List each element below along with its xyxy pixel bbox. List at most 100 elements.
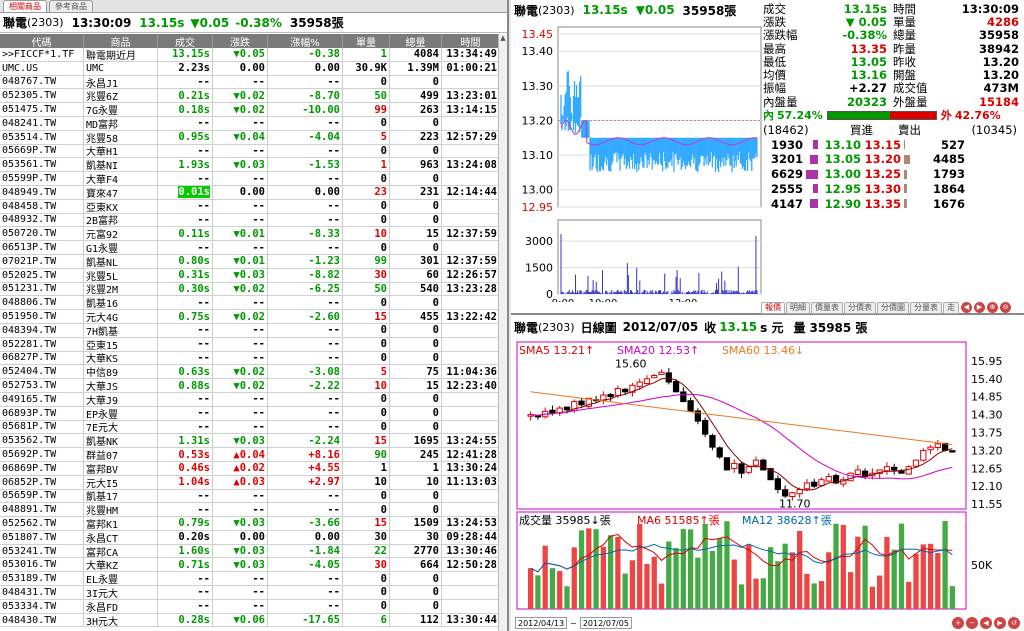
table-row[interactable]: 048241.TW MD富邦 -- -- -- 0 0 [0,116,500,131]
zoom-out-icon[interactable]: − [966,617,978,629]
table-row[interactable]: 051475.TW 7G永豐 0.18s ▼0.02 -10.00 99 263 13:14:… [0,103,500,117]
cell-代碼: 048806.TW [0,296,84,310]
table-row[interactable]: 048767.TW 永昌J1 -- -- -- 0 0 [0,75,500,90]
bid-price[interactable]: 13.10 [824,137,861,152]
table-row[interactable]: 048932.TW 2B富邦 -- -- -- 0 0 [0,213,500,228]
table-row[interactable]: 051807.TW 永昌CT 0.20s 0.00 0.00 30 30 09:28:44 [0,530,500,545]
reset-icon[interactable]: ↺ [1008,617,1020,629]
col-header-6[interactable]: 總量 [390,34,442,48]
bid-price[interactable]: 12.90 [824,196,861,211]
col-header-2[interactable]: 成交 [158,34,213,48]
quote-price: 13.15s [139,15,185,30]
date-from[interactable]: 2012/04/13 [515,617,568,629]
tab-0[interactable]: 報價 [761,302,785,314]
date-to[interactable]: 2012/07/05 [579,617,632,629]
next-icon[interactable]: ▶ [994,617,1006,629]
table-row[interactable]: 048394.TW 7H凱基 -- -- -- 0 0 [0,323,500,338]
tab-4[interactable]: 分價圖 [877,302,909,314]
ask-price[interactable]: 13.20 [864,152,901,167]
table-row[interactable]: 06852P.TW 元大I5 1.04s ▲0.03 +2.97 10 10 11:13:03 [0,475,500,490]
table-row[interactable]: 051950.TW 元大4G 0.75s ▼0.02 -2.60 15 455 13:22:4… [0,310,500,324]
tab-2[interactable]: 價量表 [811,302,843,314]
tab-5[interactable]: 分量表 [910,302,942,314]
table-row[interactable]: 053016.TW 大華KZ 0.71s ▼0.03 -4.05 30 664 12:50:2… [0,558,500,573]
table-row[interactable]: 05692P.TW 群益07 0.53s ▲0.04 +8.16 90 245 12:41:2… [0,448,500,462]
prev-icon[interactable]: ◀ [980,617,992,629]
cell-text: 12:57:29 [446,131,497,144]
table-row[interactable]: 053514.TW 兆豐58 0.95s ▼0.04 -4.04 5 223 12:57:29 [0,130,500,145]
scroll-up-icon[interactable]: ▲ [500,34,506,42]
sma60-line [530,391,953,446]
table-row[interactable]: 052562.TW 富邦K1 0.79s ▼0.03 -3.66 15 1509 13:24:… [0,517,500,531]
volume-bar [898,523,905,609]
table-row[interactable]: 05669P.TW 大華H1 -- -- -- 0 0 [0,144,500,159]
stat-row: 最低 13.05 昨收 13.20 [763,55,1021,69]
table-row[interactable]: 053189.TW EL永豐 -- -- -- 0 0 [0,572,500,587]
table-row[interactable]: 05659P.TW 凱基17 -- -- -- 0 0 [0,489,500,504]
cell-漲幅%: -8.82 [268,268,343,282]
ask-price[interactable]: 13.15 [864,137,901,152]
table-row[interactable]: 06513P.TW G1永豐 -- -- -- 0 0 [0,241,500,255]
table-row[interactable]: 053562.TW 凱基NK 1.31s ▼0.03 -2.24 15 1695 13:24:… [0,434,500,449]
table-row[interactable]: UMC.US UMC 2.23s 0.00 0.00 30.9K 1.39M 01:00:21 [0,61,500,76]
table-row[interactable]: 05681P.TW 7E元大 -- -- -- 0 0 [0,420,500,435]
col-header-4[interactable]: 漲幅% [268,34,343,48]
cell-時間 [442,420,500,434]
table-row[interactable]: 049165.TW 大華J9 -- -- -- 0 0 [0,392,500,407]
bid-price[interactable]: 13.05 [824,152,861,167]
tab-3[interactable]: 分價表 [844,302,876,314]
table-row[interactable]: 048949.TW 寶來47 0.01s 0.00 0.00 23 231 12:14:44 [0,185,500,200]
table-row[interactable]: 053334.TW 永昌FD -- -- -- 0 0 [0,599,500,614]
table-row[interactable]: 051231.TW 兆豐2M 0.30s ▼0.02 -6.25 50 540 13:23:2… [0,282,500,297]
ask-price[interactable]: 13.30 [864,181,901,196]
zoom-out-icon[interactable]: ⊖ [1000,302,1011,313]
zoom-in-icon[interactable]: + [952,617,964,629]
col-header-1[interactable]: 商品 [84,34,158,48]
tab-related[interactable]: 相關商品 [3,0,47,12]
kline-chart[interactable]: SMA5 13.21↑ SMA20 12.53↑ SMA60 13.46↓ 15.95… [511,337,1024,615]
tab-reference[interactable]: 參考商品 [49,0,93,12]
table-row[interactable]: 048430.TW 3H元大 0.28s ▼0.06 -17.65 6 112 13:30:4… [0,613,500,628]
col-header-7[interactable]: 時間 [442,34,500,48]
volume-bar [593,529,599,609]
table-row[interactable]: 05599P.TW 大華F4 -- -- -- 0 0 [0,172,500,186]
next-tab-icon[interactable]: ▶ [974,302,985,313]
bid-price[interactable]: 13.00 [824,167,861,182]
ask-price[interactable]: 13.25 [864,167,901,182]
table-row[interactable]: 052404.TW 中信89 0.63s ▼0.02 -3.08 5 75 11:04:36 [0,365,500,380]
table-row[interactable]: 048431.TW 3I元大 -- -- -- 0 0 [0,586,500,600]
table-row[interactable]: 048891.TW 兆豐HM -- -- -- 0 0 [0,503,500,518]
cell-text: 231 [420,186,439,199]
table-row[interactable]: 052753.TW 大華JS 0.88s ▼0.02 -2.22 10 15 12:23:40 [0,379,500,393]
prev-tab-icon[interactable]: ◀ [961,302,972,313]
candle-body [680,391,687,403]
table-row[interactable]: 050720.TW 元富92 0.11s ▼0.01 -8.33 10 15 12:37:59 [0,227,500,242]
tab-1[interactable]: 明細 [786,302,810,314]
col-header-3[interactable]: 漲跌 [213,34,268,48]
table-row[interactable]: 052025.TW 兆豐5L 0.31s ▼0.03 -8.82 30 60 12:26:57 [0,268,500,283]
cell-text: -- [327,351,340,364]
candle-body [760,459,767,471]
table-row[interactable]: 052281.TW 亞東15 -- -- -- 0 0 [0,337,500,352]
intraday-chart[interactable]: 13.45 13.40 13.30 13.20 13.10 13.00 12.95 3000 1… [513,22,763,302]
bid-price[interactable]: 12.95 [824,181,861,196]
cell-text: 051950.TW [2,311,57,323]
table-row[interactable]: 048806.TW 凱基16 -- -- -- 0 0 [0,296,500,311]
table-row[interactable]: 048458.TW 亞東KX -- -- -- 0 0 [0,199,500,214]
ask-price[interactable]: 13.35 [864,196,901,211]
cell-成交: -- [158,116,213,130]
col-header-0[interactable]: 代碼 [0,34,84,48]
vertical-scrollbar[interactable]: ▲ [498,34,507,631]
table-row[interactable]: 06869P.TW 富邦BV 0.46s ▲0.02 +4.55 1 1 13:30:24 [0,461,500,476]
tab-6[interactable]: 走 [943,302,959,314]
table-row[interactable]: 06893P.TW EP永豐 -- -- -- 0 0 [0,406,500,421]
table-row[interactable]: 06827P.TW 大華KS -- -- -- 0 0 [0,351,500,366]
table-row[interactable]: 053241.TW 富邦CA 1.60s ▼0.03 -1.84 22 2770 13:30:… [0,544,500,559]
table-row[interactable]: 052305.TW 兆豐6Z 0.21s ▼0.02 -8.70 50 499 13:23:0… [0,89,500,104]
table-row[interactable]: >>FICCF*1.TF 聯電期近月 13.15s ▼0.05 -0.38 1 4084 13… [0,48,500,62]
table-row[interactable]: 07021P.TW 凱基NL 0.80s ▼0.01 -1.23 99 301 12:37:5… [0,254,500,269]
table-row[interactable]: 053561.TW 凱基NI 1.93s ▼0.03 -1.53 1 963 13:24:08 [0,158,500,173]
cell-text: -2.60 [308,310,340,323]
zoom-in-icon[interactable]: ⊕ [987,302,998,313]
col-header-5[interactable]: 單量 [343,34,390,48]
